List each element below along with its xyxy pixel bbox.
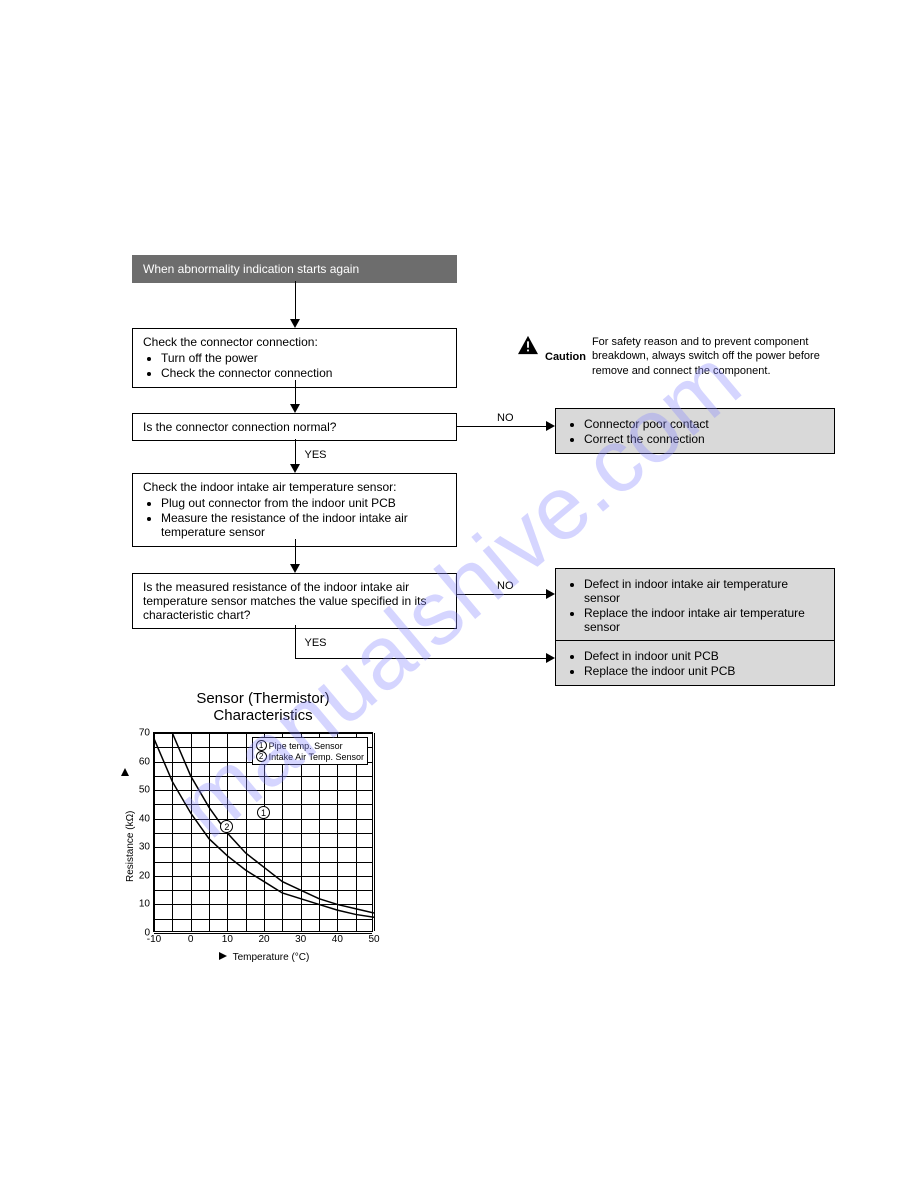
- label-yes-1: YES: [305, 449, 327, 461]
- r-connector-no-0: Connector poor contact: [584, 417, 824, 431]
- flow-question-resistance: Is the measured resistance of the indoor…: [132, 573, 457, 629]
- flow-check-connector: Check the connector connection: Turn off…: [132, 328, 457, 388]
- chart-title-l2: Characteristics: [213, 707, 312, 724]
- check-connector-item-1: Check the connector connection: [161, 366, 446, 380]
- check-sensor-item-0: Plug out connector from the indoor unit …: [161, 496, 446, 510]
- flow-check-sensor: Check the indoor intake air temperature …: [132, 473, 457, 547]
- q-resistance-text: Is the measured resistance of the indoor…: [143, 580, 426, 622]
- r-resistance-yes-0: Defect in indoor unit PCB: [584, 649, 824, 663]
- x-axis-arrow-icon: [219, 952, 227, 960]
- chart-area: Sensor (Thermistor) Characteristics -100…: [113, 690, 393, 724]
- r-resistance-no-1: Replace the indoor intake air temperatur…: [584, 606, 824, 634]
- chart-ylabel: Resistance (kΩ): [125, 811, 136, 882]
- label-no-2: NO: [497, 580, 514, 592]
- label-yes-2: YES: [305, 637, 327, 649]
- flow-question-connector: Is the connector connection normal?: [132, 413, 457, 441]
- y-axis-arrow-icon: [121, 768, 129, 776]
- label-no-1: NO: [497, 412, 514, 424]
- check-sensor-item-1: Measure the resistance of the indoor int…: [161, 511, 446, 539]
- caution-block: Caution For safety reason and to prevent…: [517, 335, 827, 378]
- chart-title-l1: Sensor (Thermistor): [196, 690, 329, 707]
- check-connector-item-0: Turn off the power: [161, 351, 446, 365]
- caution-icon: [517, 335, 539, 355]
- flow-result-connector-no: Connector poor contact Correct the conne…: [555, 408, 835, 454]
- flow-result-resistance-yes: Defect in indoor unit PCB Replace the in…: [555, 640, 835, 686]
- chart-plot: -1001020304050010203040506070121Pipe tem…: [153, 732, 373, 932]
- flow-start-text: When abnormality indication starts again: [143, 262, 359, 276]
- caution-label: Caution: [545, 351, 586, 363]
- check-sensor-title: Check the indoor intake air temperature …: [143, 480, 446, 494]
- flow-result-resistance-no: Defect in indoor intake air temperature …: [555, 568, 835, 642]
- r-resistance-no-0: Defect in indoor intake air temperature …: [584, 577, 824, 605]
- caution-text: For safety reason and to prevent compone…: [592, 335, 822, 378]
- chart-xlabel: Temperature (°C): [219, 952, 309, 963]
- chart-title: Sensor (Thermistor) Characteristics: [133, 690, 393, 724]
- check-connector-title: Check the connector connection:: [143, 335, 446, 349]
- flow-start: When abnormality indication starts again: [132, 255, 457, 283]
- r-resistance-yes-1: Replace the indoor unit PCB: [584, 664, 824, 678]
- q-connector-text: Is the connector connection normal?: [143, 420, 336, 434]
- r-connector-no-1: Correct the connection: [584, 432, 824, 446]
